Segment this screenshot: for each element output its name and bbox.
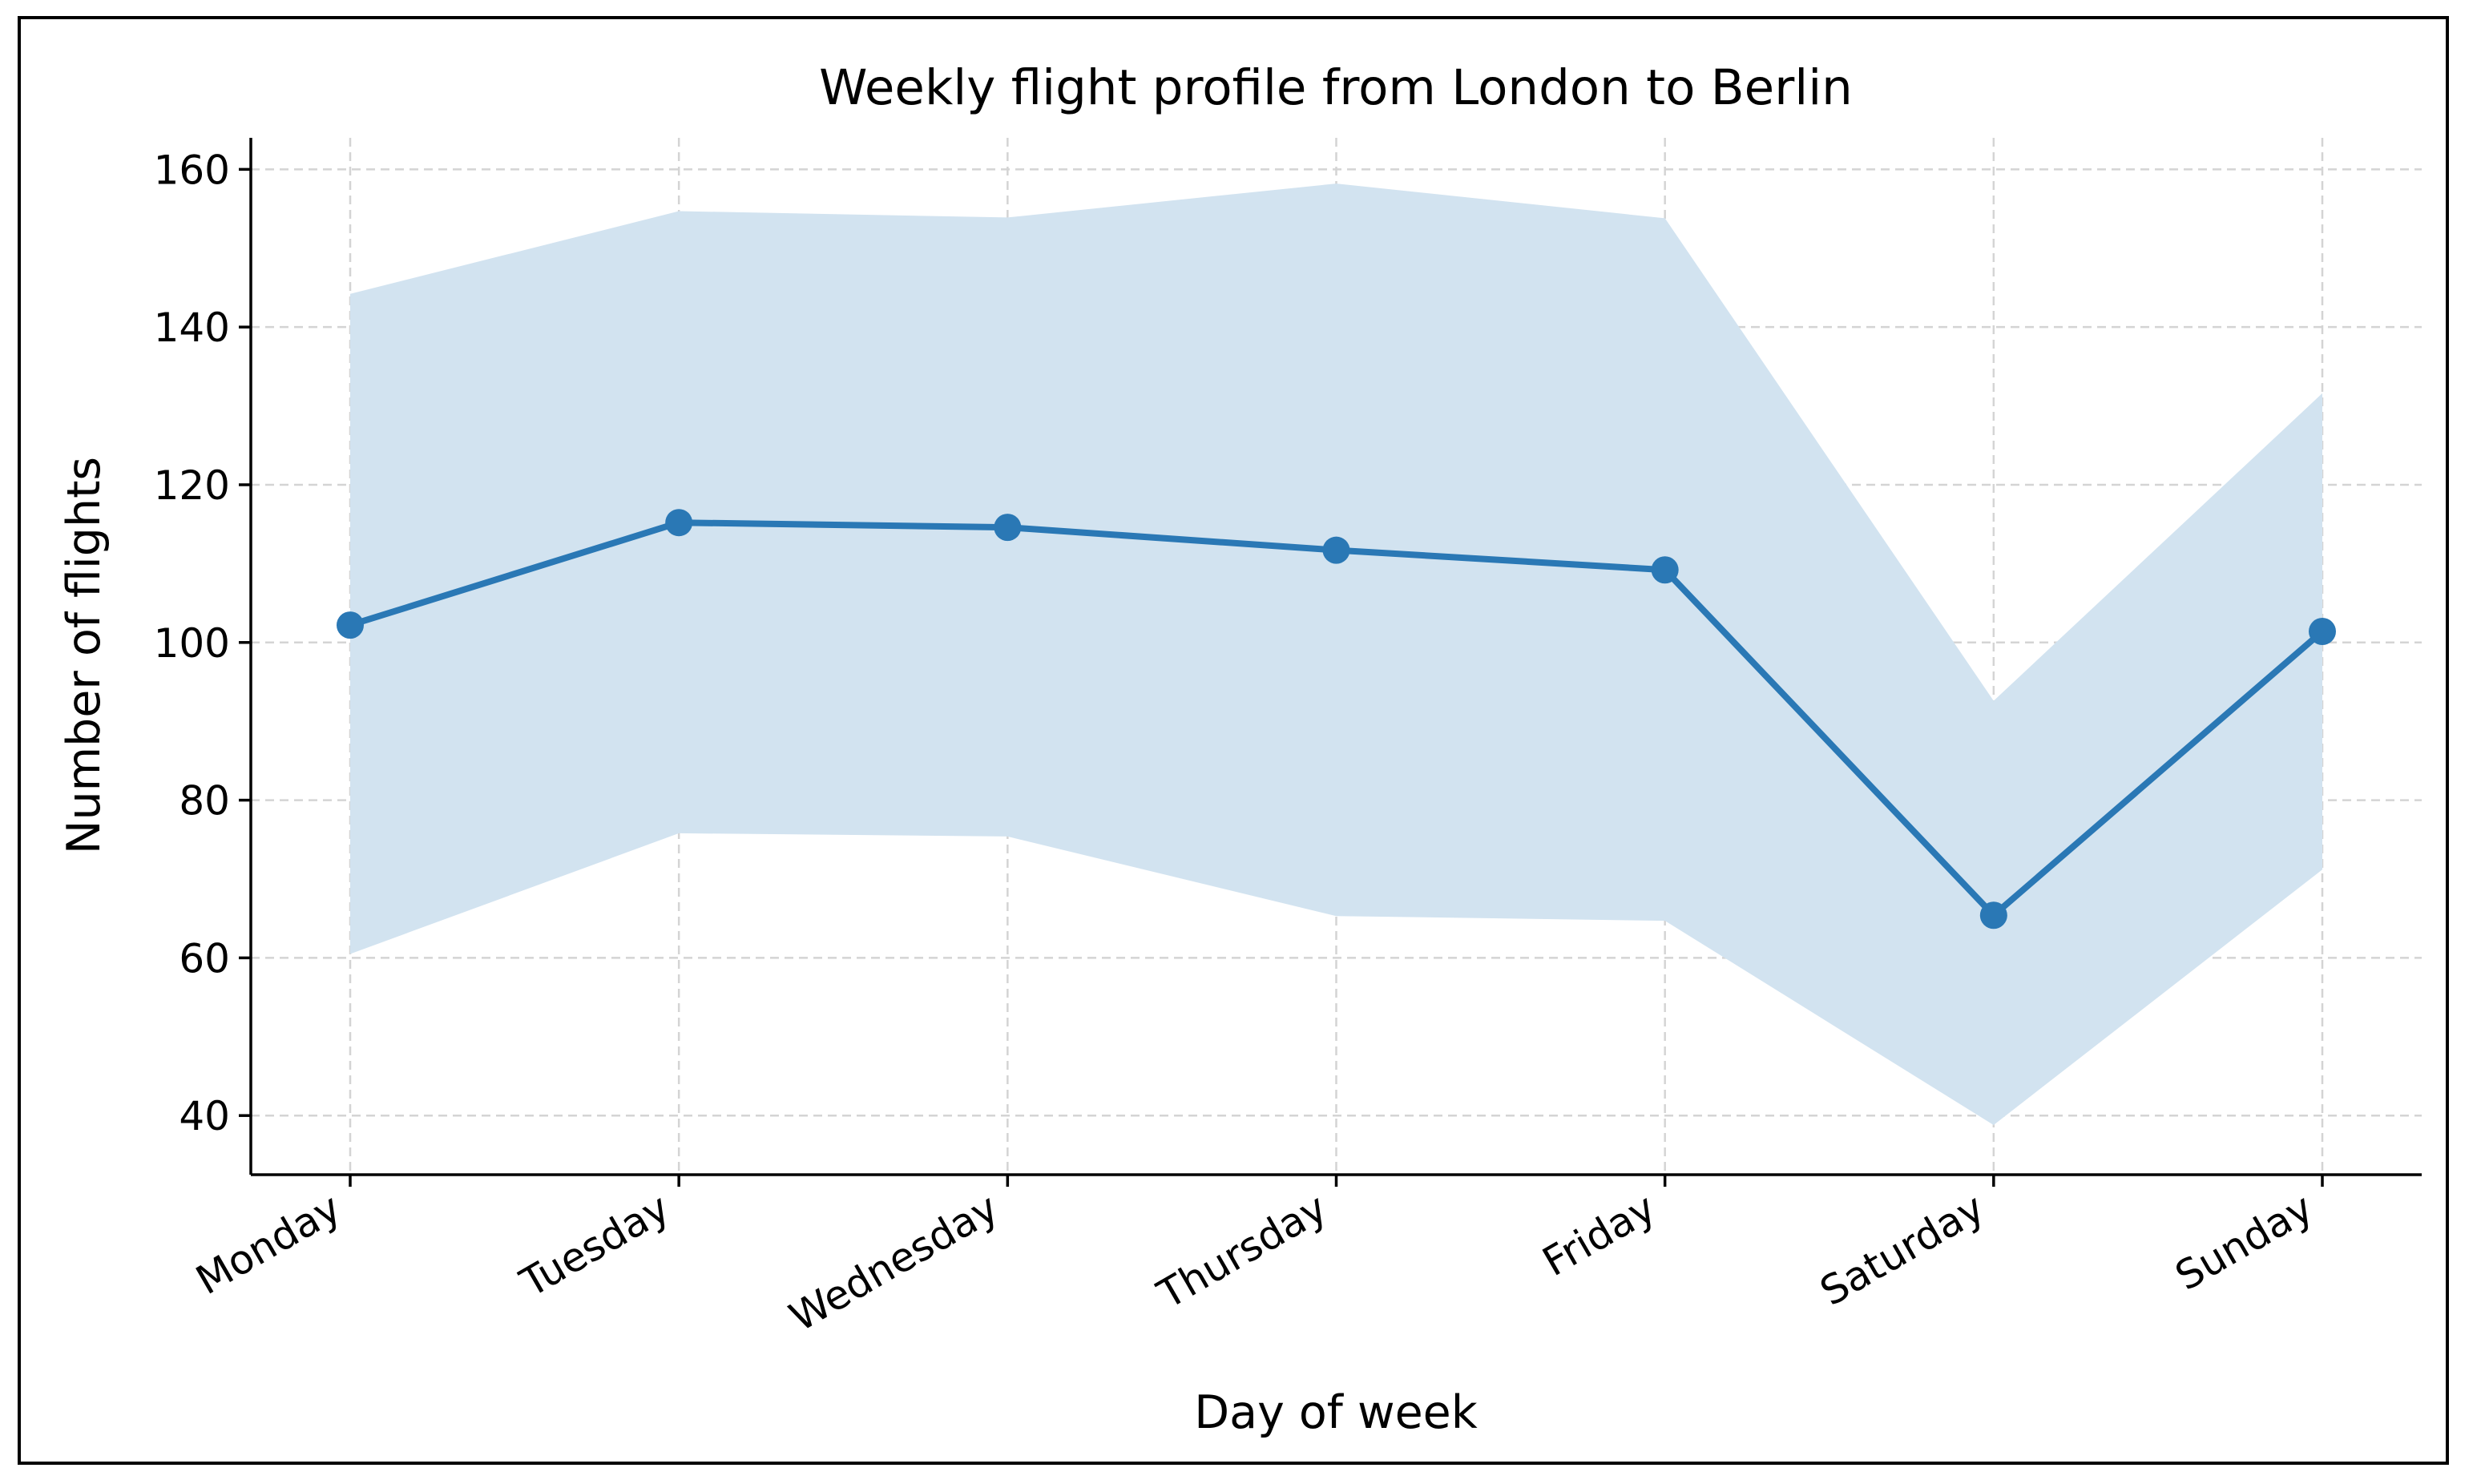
x-ticks: Monday Tuesday Wednesday Thursday Friday Satu… bbox=[188, 1175, 2324, 1341]
y-tick-label: 60 bbox=[179, 935, 230, 982]
data-point bbox=[1651, 556, 1679, 584]
chart-title: Weekly flight profile from London to Ber… bbox=[819, 59, 1853, 116]
data-point bbox=[665, 509, 693, 537]
y-tick-label: 40 bbox=[179, 1093, 230, 1139]
x-tick-label: Wednesday bbox=[782, 1184, 1007, 1341]
x-tick-label: Tuesday bbox=[512, 1184, 677, 1306]
y-tick-label: 100 bbox=[154, 620, 230, 667]
y-tick-label: 120 bbox=[154, 462, 230, 509]
y-ticks: 40 60 80 100 120 140 160 bbox=[154, 147, 251, 1139]
x-tick-label: Saturday bbox=[1813, 1184, 1992, 1315]
y-tick-label: 140 bbox=[154, 304, 230, 351]
data-points bbox=[337, 509, 2336, 930]
x-tick-label: Monday bbox=[188, 1184, 349, 1304]
x-tick-label: Sunday bbox=[2168, 1184, 2321, 1300]
data-point bbox=[1979, 901, 2007, 930]
x-tick-label: Thursday bbox=[1149, 1184, 1334, 1318]
data-point bbox=[994, 514, 1022, 542]
y-axis-label: Number of flights bbox=[58, 457, 111, 854]
x-axis-label: Day of week bbox=[1194, 1386, 1478, 1439]
x-tick-label: Friday bbox=[1535, 1184, 1663, 1285]
data-point bbox=[2309, 618, 2336, 646]
y-tick-label: 80 bbox=[179, 778, 230, 825]
range-band bbox=[350, 183, 2322, 1126]
y-tick-label: 160 bbox=[154, 147, 230, 193]
data-point bbox=[1322, 536, 1350, 564]
data-point bbox=[337, 611, 364, 639]
